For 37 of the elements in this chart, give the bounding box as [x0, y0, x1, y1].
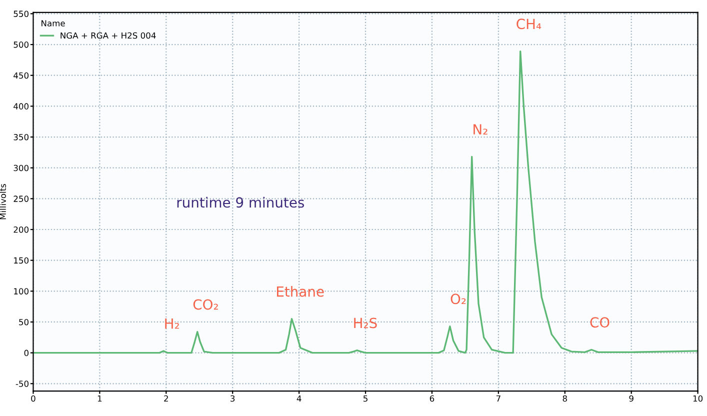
y-tick-label: 200	[14, 226, 29, 233]
legend-title: Name	[42, 20, 65, 26]
y-tick-label: 550	[14, 10, 29, 17]
x-tick-label: 8	[562, 395, 567, 402]
x-tick-label: 5	[364, 395, 368, 402]
annotation: CO₂	[193, 299, 218, 310]
y-tick-label: 350	[14, 134, 29, 140]
y-tick-label: 0	[24, 350, 29, 356]
x-tick-label: 1	[98, 395, 102, 402]
x-tick-label: 6	[430, 395, 434, 402]
annotation: Ethane	[277, 286, 324, 297]
annotation: H₂S	[354, 318, 377, 328]
x-tick-label: 0	[31, 395, 36, 402]
line-series	[33, 50, 698, 354]
y-tick-label: 300	[14, 164, 29, 172]
legend-label: NGA + RGA + H2S 004	[60, 32, 156, 39]
annotation: N₂	[474, 124, 488, 134]
x-tick-label: 3	[230, 395, 235, 402]
annotation: CO	[590, 317, 610, 328]
x-tick-label: 2	[164, 395, 168, 402]
y-axis-title: Millivolts	[0, 184, 6, 220]
annotation: O₂	[450, 294, 466, 304]
y-tick-label: 450	[14, 72, 29, 79]
y-tick-label: 400	[14, 103, 29, 110]
x-tick-label: 7	[496, 395, 500, 402]
y-tick-label: 500	[14, 42, 29, 48]
annotation: CH₄	[516, 18, 542, 30]
y-tick-label: 250	[14, 196, 29, 202]
y-tick-label: 50	[19, 318, 29, 326]
annotation: runtime 9 minutes	[177, 196, 304, 208]
x-tick-label: 9	[629, 395, 634, 402]
y-tick-label: 100	[14, 288, 29, 294]
x-tick-label: 4	[296, 395, 302, 402]
y-tick-label: 150	[14, 257, 29, 264]
y-tick-label: -50	[16, 380, 29, 387]
annotation: H₂	[165, 318, 179, 329]
x-tick-label: 10	[693, 395, 703, 402]
